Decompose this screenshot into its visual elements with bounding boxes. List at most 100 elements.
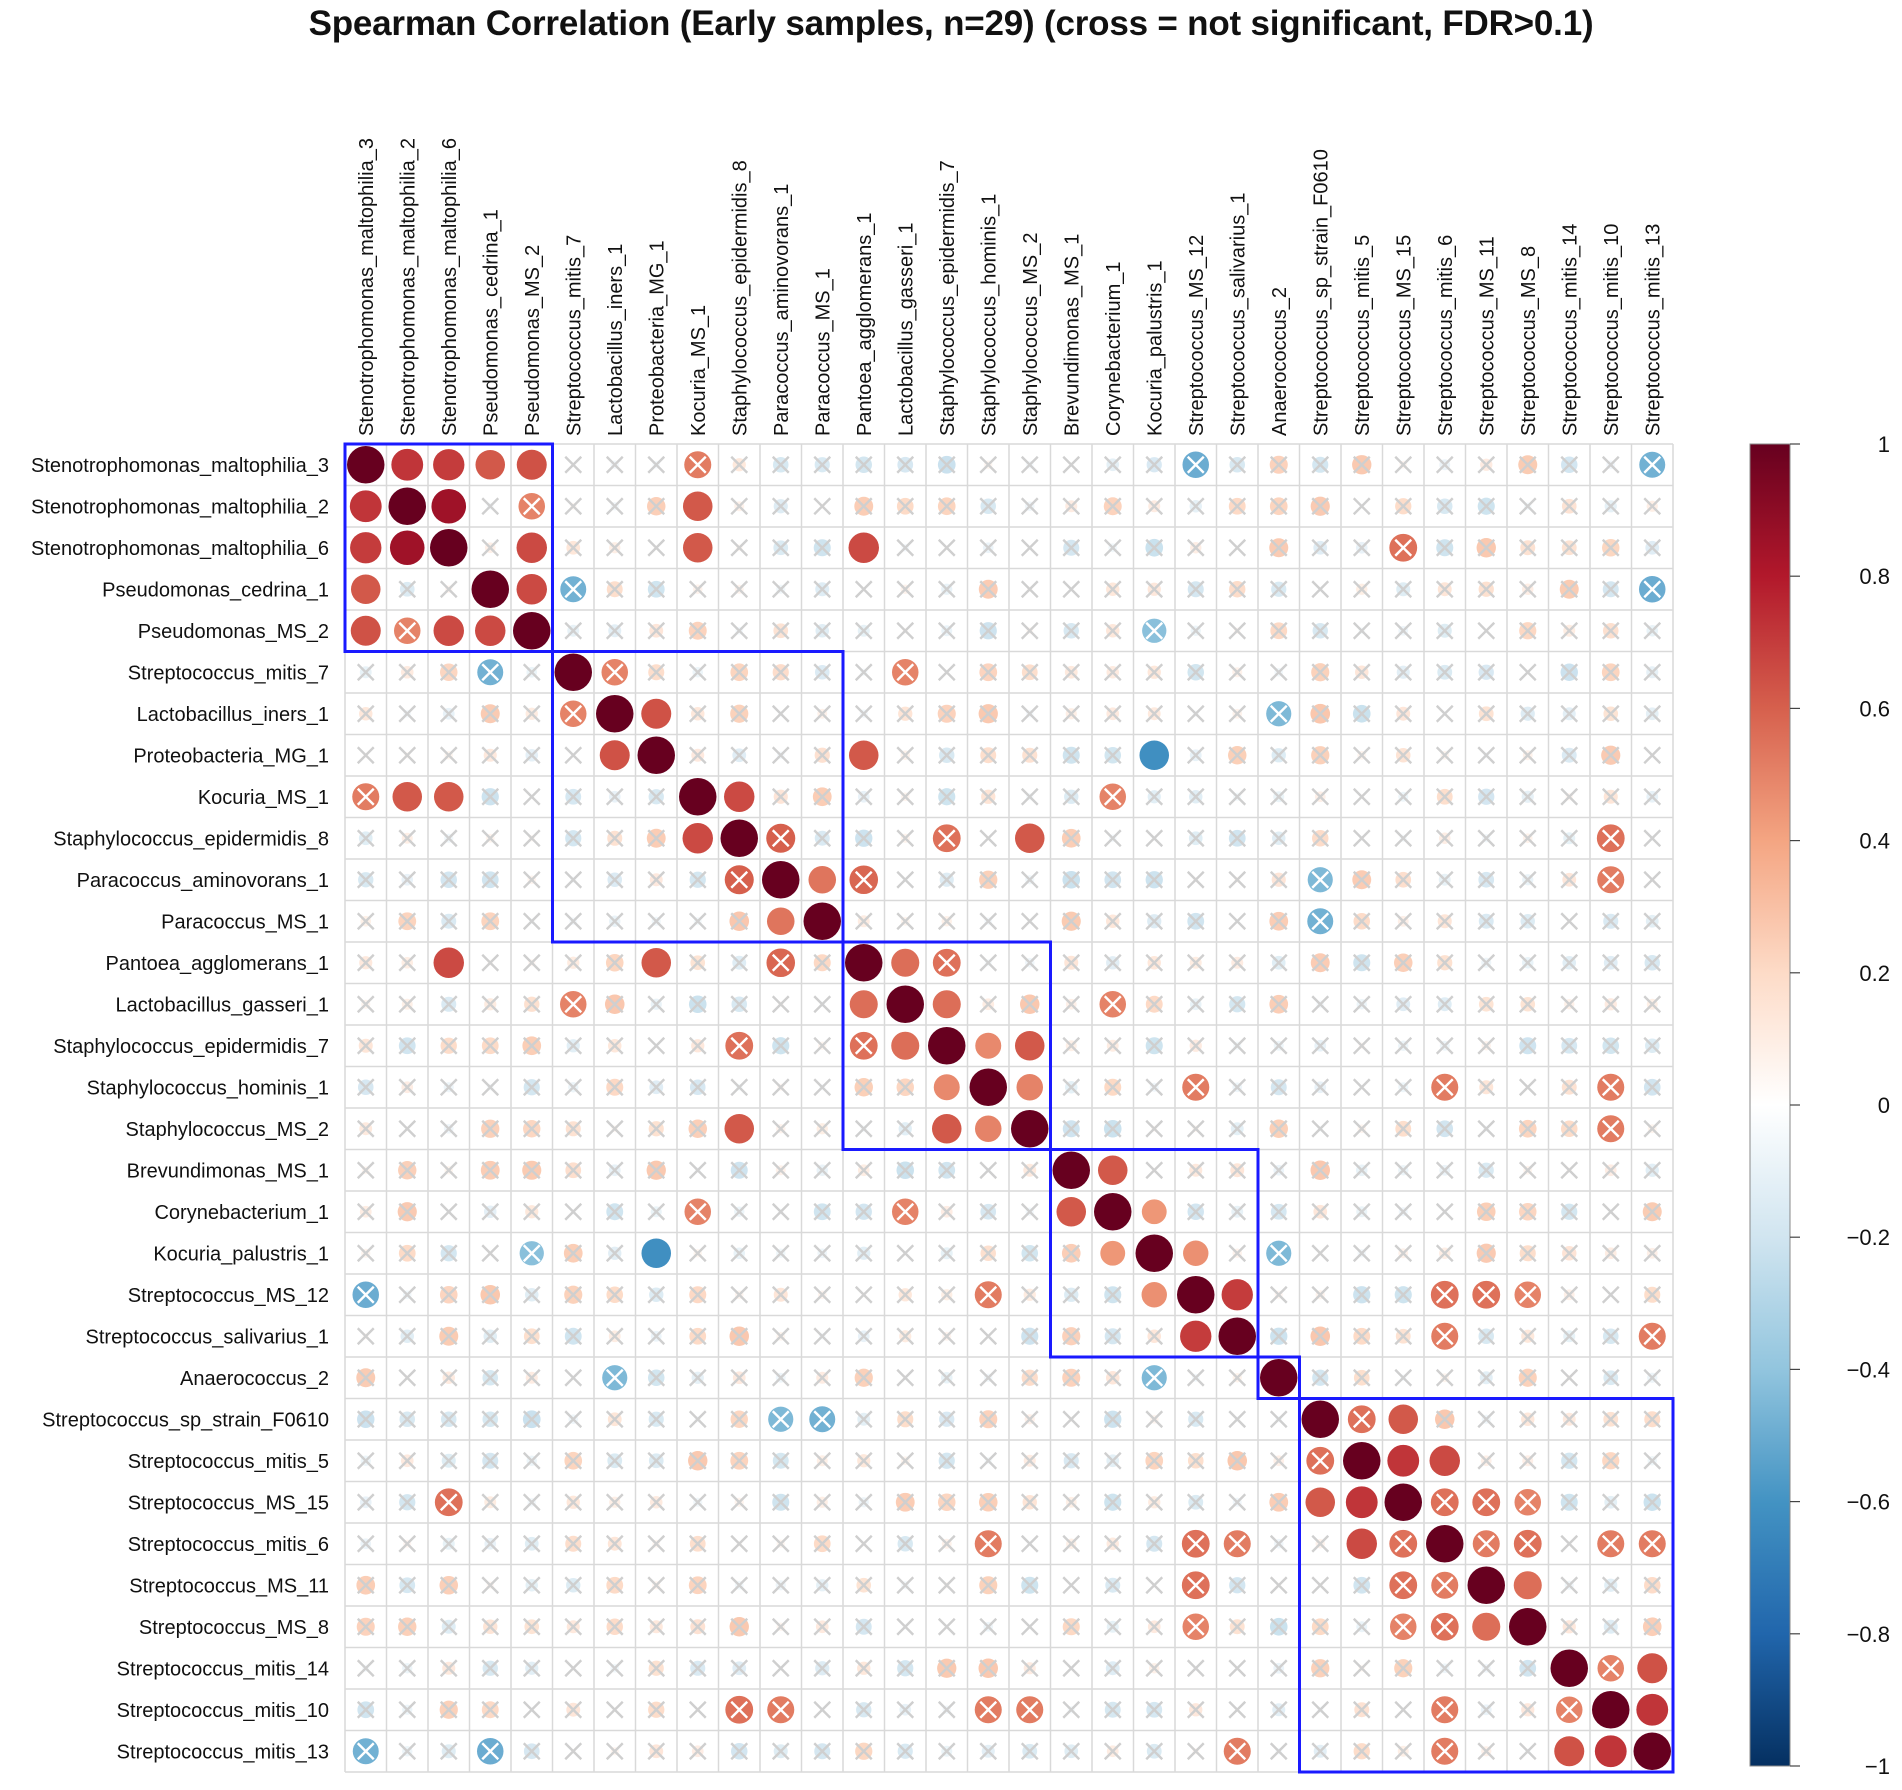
not-significant-cross [813,621,832,640]
corr-cell [1518,1659,1537,1678]
not-significant-cross [1560,663,1579,682]
not-significant-cross [1020,1244,1039,1263]
corr-cell [1560,1576,1579,1595]
corr-cell [1228,746,1247,765]
not-significant-cross [771,497,790,516]
not-significant-cross [1062,538,1081,557]
corr-cell [1228,1119,1247,1138]
chart-title: Spearman Correlation (Early samples, n=2… [308,4,1594,43]
not-significant-cross [1601,1368,1620,1387]
corr-cell [1643,704,1662,723]
not-significant-cross [1394,1244,1413,1263]
not-significant-cross [1062,1036,1081,1055]
not-significant-cross [1311,829,1330,848]
corr-cell [1345,1486,1378,1519]
corr-cell [854,1327,873,1346]
not-significant-cross [1477,1742,1496,1761]
not-significant-cross [730,1368,749,1387]
not-significant-cross [688,1327,707,1346]
cluster-box [841,940,1052,1151]
corr-cell [1103,1576,1122,1595]
not-significant-cross [1601,1161,1620,1180]
corr-cell [1435,704,1454,723]
not-significant-cross [896,870,915,889]
not-significant-cross [813,497,832,516]
not-significant-cross [937,870,956,889]
not-significant-cross [481,953,500,972]
not-significant-cross [771,1285,790,1304]
not-significant-cross [481,1327,500,1346]
corr-cell [1518,455,1538,475]
corr-cell [398,580,417,599]
corr-cell [979,912,998,931]
corr-cell [1103,1368,1122,1387]
corr-cell [433,449,465,481]
corr-cell [854,1368,873,1387]
corr-cell [481,1078,500,1097]
not-significant-cross [647,829,666,848]
color-scale-bar: 10.80.60.40.20−0.2−0.4−0.6−0.8−1 [1749,432,1890,1779]
not-significant-cross [688,1617,707,1636]
not-significant-cross [730,1285,749,1304]
corr-cell [480,1160,500,1180]
corr-cell [1637,1653,1668,1684]
not-significant-cross [647,1534,666,1553]
corr-circle [392,781,423,812]
not-significant-cross [481,1493,500,1512]
corr-cell [1643,621,1662,640]
corr-cell [1352,663,1371,682]
not-significant-cross [854,663,873,682]
corr-cell [398,1368,417,1387]
corr-cell [1269,621,1288,640]
corr-cell [896,1451,915,1470]
corr-cell [1435,663,1454,682]
corr-cell [398,663,417,682]
corr-cell [974,1281,1002,1309]
corr-cell [481,1700,500,1719]
corr-cell [1020,704,1039,723]
corr-cell [979,995,998,1014]
corr-circle [350,532,382,564]
not-significant-cross [1560,746,1579,765]
not-significant-cross [564,995,583,1014]
corr-cell [1305,1487,1336,1518]
not-significant-cross [688,1161,707,1180]
not-significant-cross [605,663,624,682]
corr-cell [1394,1368,1413,1387]
corr-cell [1518,1244,1537,1263]
corr-cell [439,1368,458,1387]
corr-cell [1020,1285,1039,1304]
not-significant-cross [1643,1285,1662,1304]
not-significant-cross [1352,663,1371,682]
not-significant-cross [1269,538,1288,557]
corr-cell [979,1576,998,1595]
not-significant-cross [1394,1742,1413,1761]
corr-cell [434,1488,463,1517]
corr-cell [564,1368,583,1387]
not-significant-cross [1435,953,1454,972]
not-significant-cross [854,1078,873,1097]
corr-cell [1601,1161,1620,1180]
not-significant-cross [398,870,417,889]
corr-cell [1311,1368,1330,1387]
row-label: Streptococcus_mitis_14 [117,1658,329,1680]
not-significant-cross [688,1410,707,1429]
not-significant-cross [771,953,790,972]
corr-cell [1062,1659,1081,1678]
corr-cell [1431,1073,1459,1101]
corr-cell [1560,1119,1579,1138]
corr-cell [1643,1244,1662,1263]
not-significant-cross [1145,580,1164,599]
not-significant-cross [1477,1036,1496,1055]
corr-cell [1393,953,1413,973]
not-significant-cross [730,1451,749,1470]
not-significant-cross [356,1202,375,1221]
row-label: Lactobacillus_gasseri_1 [116,994,329,1016]
not-significant-cross [1518,870,1537,889]
corr-cell [937,538,956,557]
corr-cell [1555,1696,1583,1724]
corr-cell [937,1658,957,1678]
not-significant-cross [398,829,417,848]
corr-cell [730,746,749,765]
column-label: Kocuria_palustris_1 [1144,260,1166,436]
